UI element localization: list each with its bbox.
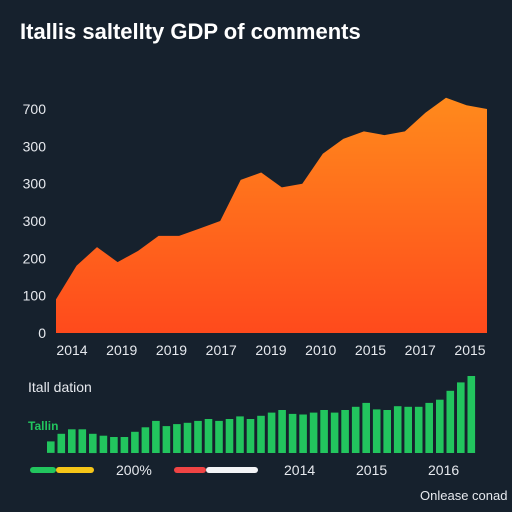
bar <box>393 406 402 453</box>
bar <box>89 433 97 454</box>
bar <box>57 433 66 454</box>
x-tick-label: 2017 <box>206 342 237 358</box>
bar <box>194 420 202 453</box>
legend-swatch-red <box>174 467 206 473</box>
bar <box>215 420 223 453</box>
bar <box>362 402 370 453</box>
bar <box>309 412 318 453</box>
bar <box>173 424 181 453</box>
bar <box>330 412 339 453</box>
bar <box>204 419 213 453</box>
bar <box>320 410 328 453</box>
y-tick-label: 200 <box>23 250 47 266</box>
x-tick-label: 2019 <box>106 342 137 358</box>
y-tick-label: 0 <box>38 325 46 341</box>
bar <box>110 437 118 453</box>
bar <box>278 410 286 453</box>
y-axis: 0 100 200 300 300 300 700 <box>23 101 47 341</box>
x-tick-label: 2015 <box>454 342 485 358</box>
legend: 200% 2014 2015 2016 <box>30 462 459 478</box>
bar <box>78 429 87 453</box>
y-tick-label: 100 <box>23 288 47 304</box>
bar <box>341 410 349 453</box>
y-tick-label: 300 <box>23 213 47 229</box>
bar <box>68 429 76 453</box>
bar <box>288 413 297 453</box>
x-tick-label: 2017 <box>405 342 436 358</box>
x-tick-label: 2019 <box>255 342 286 358</box>
bar <box>457 382 465 453</box>
bar <box>152 420 160 453</box>
bar-chart <box>47 376 476 454</box>
bar-series-label: Tallin <box>28 419 58 433</box>
bar-section-title: Itall dation <box>28 379 92 395</box>
y-tick-label: 700 <box>23 101 47 117</box>
bar <box>246 419 255 453</box>
x-tick-label: 2019 <box>156 342 187 358</box>
bar <box>162 426 171 453</box>
bar <box>404 406 412 453</box>
bar <box>131 431 139 453</box>
x-tick-label: 2015 <box>355 342 386 358</box>
x-axis: 2014 2019 2019 2017 2019 2010 2015 2017 2015 <box>56 342 485 358</box>
legend-label-1: 200% <box>116 462 152 478</box>
x-tick-label: 2014 <box>56 342 87 358</box>
bar <box>183 422 192 453</box>
legend-swatch-yellow <box>56 467 94 473</box>
chart-title: Itallis saltellty GDP of comments <box>20 19 361 44</box>
bar <box>47 441 55 453</box>
bar <box>99 435 108 453</box>
y-tick-label: 300 <box>23 176 47 192</box>
bar <box>436 399 444 453</box>
bar <box>383 410 391 453</box>
bar-x-tick-2: 2016 <box>428 462 459 478</box>
bar <box>267 412 276 453</box>
legend-label-2: 2014 <box>284 462 315 478</box>
bar <box>467 376 476 453</box>
footer-text: Onlease conad <box>420 488 507 503</box>
bar <box>120 437 129 453</box>
bar <box>236 416 244 453</box>
x-tick-label: 2010 <box>305 342 336 358</box>
bar <box>299 414 307 453</box>
area-chart: 0 100 200 300 300 300 700 2014 2019 2019 2017 2019… <box>23 97 487 358</box>
bar <box>446 390 455 453</box>
bar-x-tick-1: 2015 <box>356 462 387 478</box>
y-tick-label: 300 <box>23 138 47 154</box>
legend-swatch-green <box>30 467 56 473</box>
bar <box>351 406 360 453</box>
bar <box>141 427 150 453</box>
area-series <box>56 97 487 333</box>
bar <box>257 415 265 453</box>
legend-swatch-white <box>206 467 258 473</box>
bar <box>414 406 423 453</box>
bar <box>225 419 234 453</box>
bar <box>372 409 381 453</box>
bar <box>425 402 433 453</box>
